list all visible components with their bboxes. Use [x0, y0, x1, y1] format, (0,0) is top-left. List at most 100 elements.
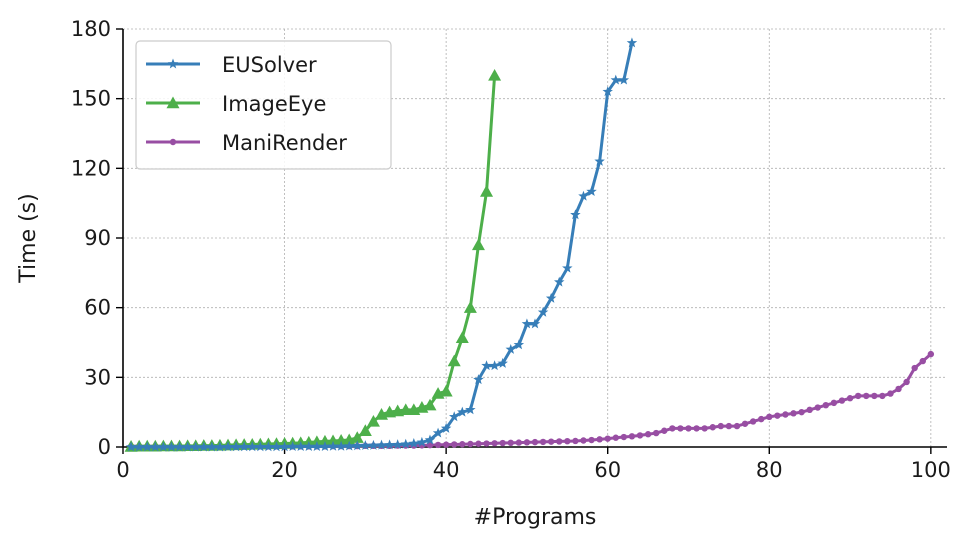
data-point-manirender	[790, 410, 797, 417]
data-point-manirender	[644, 431, 652, 438]
legend-box	[135, 40, 392, 170]
data-point-eusolver	[465, 404, 476, 415]
data-point-manirender	[564, 437, 571, 445]
data-point-eusolver	[327, 440, 339, 451]
data-point-eusolver	[505, 343, 516, 354]
data-point-eusolver	[610, 74, 622, 85]
series-line-manirender	[131, 352, 932, 448]
data-point-manirender	[669, 425, 676, 432]
data-point-eusolver	[343, 440, 355, 451]
data-point-eusolver	[626, 37, 638, 48]
x-tick-label: 60	[594, 458, 621, 482]
legend-marker-imageeye	[166, 96, 180, 109]
data-point-manirender	[927, 350, 935, 358]
data-point-eusolver	[368, 439, 379, 450]
data-point-eusolver	[190, 441, 201, 452]
data-point-eusolver	[448, 411, 460, 422]
data-point-manirender	[451, 441, 458, 448]
data-point-eusolver	[214, 441, 226, 452]
data-point-manirender	[572, 437, 579, 445]
data-point-manirender	[652, 429, 660, 437]
data-point-manirender	[838, 397, 846, 404]
data-point-eusolver	[125, 441, 137, 452]
data-point-eusolver	[416, 436, 428, 447]
data-point-manirender	[854, 392, 862, 400]
data-point-manirender	[531, 438, 539, 446]
data-point-eusolver	[311, 441, 323, 451]
data-point-eusolver	[545, 292, 557, 303]
data-point-eusolver	[319, 441, 331, 451]
data-point-manirender	[863, 392, 870, 400]
data-point-eusolver	[432, 427, 444, 438]
data-point-manirender	[661, 427, 668, 434]
legend-marker-manirender	[169, 138, 177, 146]
x-tick-label: 40	[433, 458, 460, 482]
data-point-eusolver	[360, 440, 371, 451]
data-point-manirender	[846, 395, 854, 402]
data-point-eusolver	[198, 441, 210, 452]
data-point-manirender	[588, 436, 595, 444]
data-point-manirender	[879, 392, 886, 400]
data-point-eusolver	[400, 438, 411, 449]
data-point-manirender	[782, 411, 789, 418]
data-point-manirender	[806, 406, 813, 414]
data-point-manirender	[701, 425, 708, 432]
data-point-eusolver	[206, 441, 218, 452]
data-point-manirender	[741, 420, 749, 427]
data-point-eusolver	[279, 441, 290, 452]
data-point-eusolver	[295, 441, 306, 451]
data-point-eusolver	[529, 318, 541, 329]
data-point-manirender	[547, 438, 555, 445]
data-point-eusolver	[303, 441, 315, 451]
data-point-eusolver	[586, 186, 597, 197]
data-point-eusolver	[392, 439, 403, 450]
data-point-imageeye	[350, 431, 364, 443]
legend-label-manirender: ManiRender	[222, 131, 347, 155]
x-axis-label: #Programs	[474, 505, 597, 530]
data-point-manirender	[556, 438, 563, 445]
data-point-manirender	[467, 440, 474, 448]
x-tick-label: 80	[756, 458, 783, 482]
data-point-eusolver	[457, 406, 468, 417]
data-point-eusolver	[166, 441, 177, 452]
data-point-eusolver	[263, 441, 274, 452]
data-point-eusolver	[133, 441, 145, 452]
data-point-manirender	[426, 441, 434, 449]
data-point-eusolver	[230, 441, 242, 452]
data-point-manirender	[620, 433, 628, 441]
data-point-imageeye	[447, 354, 461, 367]
data-point-manirender	[491, 440, 498, 447]
data-point-eusolver	[352, 440, 363, 451]
data-point-imageeye	[463, 301, 477, 313]
data-point-eusolver	[247, 441, 258, 452]
data-point-manirender	[442, 441, 450, 448]
data-point-eusolver	[594, 155, 605, 166]
y-tick-label: 30	[84, 365, 111, 389]
data-point-manirender	[515, 439, 523, 446]
data-point-manirender	[733, 422, 741, 430]
x-tick-label: 100	[911, 458, 951, 482]
data-point-manirender	[459, 441, 466, 448]
data-point-imageeye	[358, 424, 372, 436]
data-point-eusolver	[513, 339, 525, 350]
data-point-eusolver	[578, 190, 589, 201]
data-point-manirender	[604, 435, 611, 442]
data-point-manirender	[774, 412, 781, 419]
data-point-eusolver	[384, 439, 395, 450]
data-point-eusolver	[521, 318, 533, 329]
data-point-imageeye	[480, 185, 494, 197]
data-point-manirender	[717, 422, 725, 430]
data-point-eusolver	[473, 374, 484, 385]
data-point-manirender	[596, 436, 603, 443]
legend: EUSolver ImageEye ManiRender	[135, 40, 392, 170]
data-point-manirender	[911, 364, 918, 372]
data-point-eusolver	[174, 441, 185, 452]
data-point-imageeye	[455, 331, 469, 344]
data-point-eusolver	[222, 441, 234, 452]
data-point-eusolver	[440, 422, 452, 433]
data-point-manirender	[766, 413, 773, 421]
data-point-eusolver	[554, 276, 565, 287]
data-point-eusolver	[618, 74, 630, 85]
